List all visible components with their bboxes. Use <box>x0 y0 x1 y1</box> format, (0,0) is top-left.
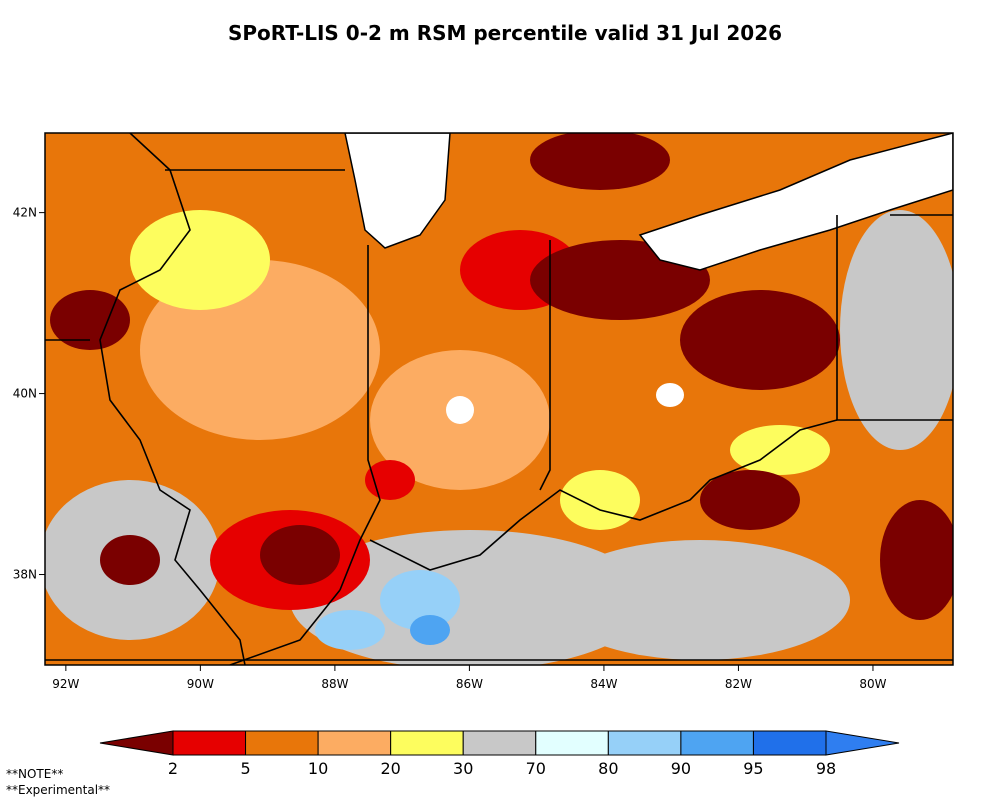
colorbar-segment <box>752 730 827 756</box>
y-tick-label: 40N <box>13 387 37 401</box>
colorbar-segment <box>535 730 609 756</box>
colorbar-segment <box>680 730 754 756</box>
colorbar-end <box>825 730 900 756</box>
x-tick-label: 90W <box>187 677 214 691</box>
colorbar-label: 5 <box>240 759 250 778</box>
colorbar-label: 10 <box>308 759 328 778</box>
colorbar-segment <box>172 730 247 756</box>
colorbar-segment <box>462 730 537 756</box>
note: **Experimental** <box>6 783 110 797</box>
colorbar-end <box>99 730 174 756</box>
title: SPoRT-LIS 0-2 m RSM percentile valid 31 … <box>228 21 782 45</box>
colorbar-segment <box>607 730 682 756</box>
x-tick-label: 92W <box>52 677 79 691</box>
x-tick-label: 86W <box>456 677 483 691</box>
colorbar-label: 20 <box>380 759 400 778</box>
colorbar-segment <box>245 730 319 756</box>
colorbar-label: 98 <box>816 759 836 778</box>
colorbar-segment <box>317 730 392 756</box>
y-tick-label: 38N <box>13 568 37 582</box>
colorbar-label: 80 <box>598 759 618 778</box>
colorbar-label: 70 <box>526 759 546 778</box>
colorbar-label: 30 <box>453 759 473 778</box>
colorbar-label: 95 <box>743 759 763 778</box>
colorbar-segment <box>390 730 464 756</box>
axes: 92W 90W 88W 86W 84W 82W 80W 38N 40N 42N <box>13 206 887 691</box>
x-tick-label: 88W <box>321 677 348 691</box>
colorbar-label: 90 <box>671 759 691 778</box>
colorbar: 2 5 10 20 30 70 80 90 95 98 <box>99 730 900 778</box>
y-tick-label: 42N <box>13 206 37 220</box>
note: **NOTE** <box>6 767 63 781</box>
x-tick-label: 82W <box>725 677 752 691</box>
x-tick-label: 80W <box>859 677 886 691</box>
map-field <box>45 133 953 665</box>
map-frame <box>44 132 954 666</box>
colorbar-label: 2 <box>168 759 178 778</box>
x-tick-label: 84W <box>590 677 617 691</box>
